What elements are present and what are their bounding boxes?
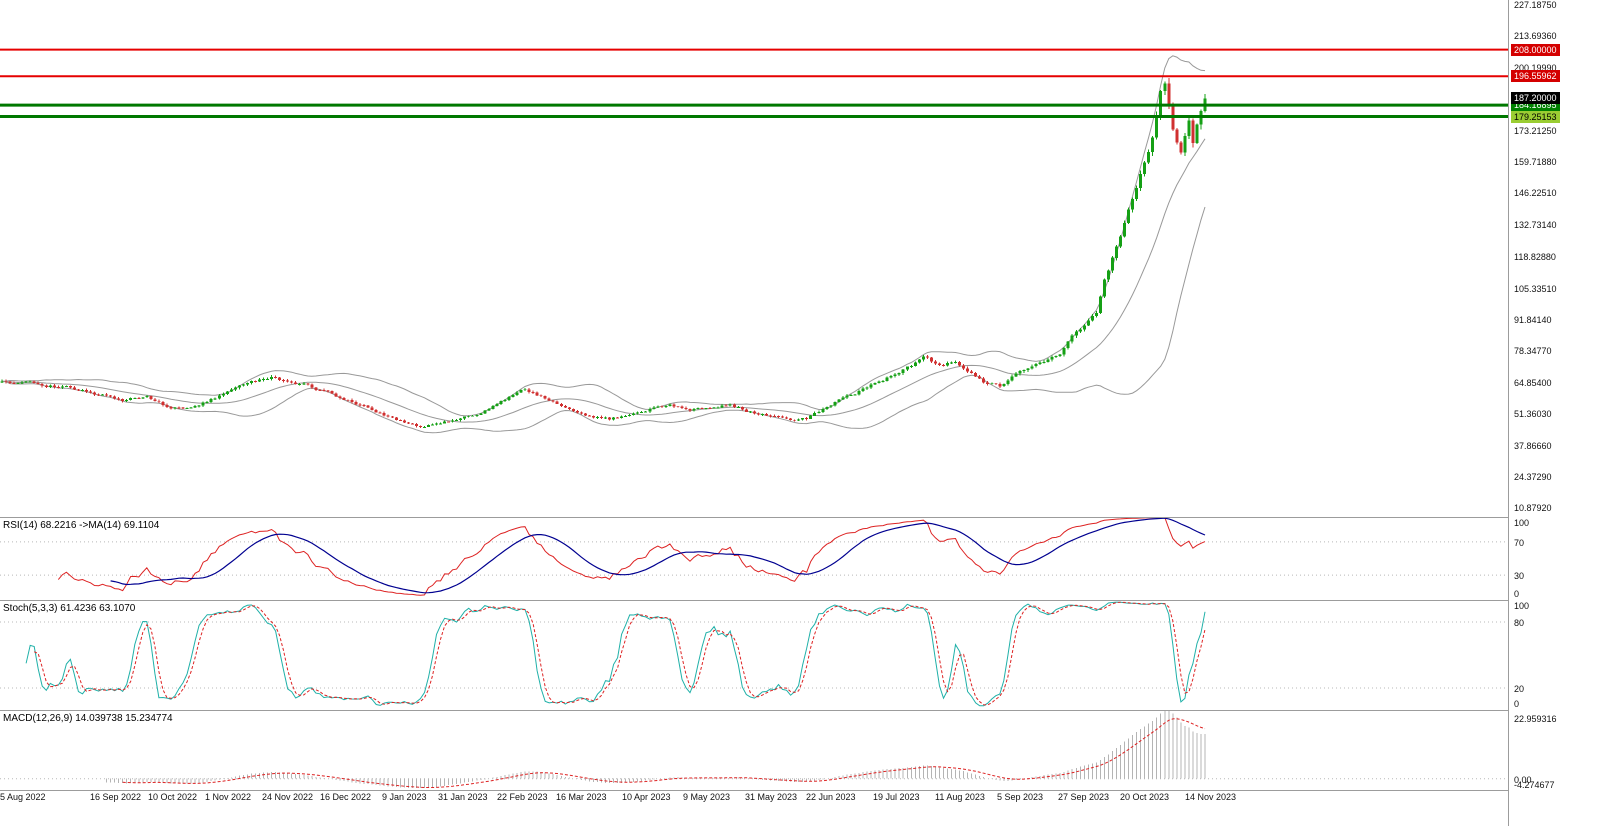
bollinger-bands	[1, 55, 1206, 434]
date-label: 10 Oct 2022	[148, 792, 198, 802]
rsi-scale-label: 30	[1514, 571, 1525, 581]
price-tick-label: 91.84140	[1514, 315, 1552, 325]
date-label: 5 Sep 2023	[997, 792, 1044, 802]
rsi-level-lines	[0, 541, 1508, 576]
rsi-lines	[57, 517, 1206, 596]
price-tick-label: 159.71880	[1514, 157, 1557, 167]
price-scale-separator	[1508, 0, 1509, 826]
date-label: 10 Apr 2023	[622, 792, 671, 802]
current-price-badge: 187.20000	[1511, 92, 1560, 104]
rsi-scale-label: 100	[1514, 518, 1530, 528]
date-label: 11 Aug 2023	[935, 792, 985, 802]
date-label: 16 Dec 2022	[320, 792, 372, 802]
price-tick-label: 10.87920	[1514, 503, 1552, 513]
macd-histogram	[106, 710, 1206, 789]
time-axis-separator	[0, 790, 1600, 791]
date-label: 31 May 2023	[745, 792, 798, 802]
rsi-scale-label: 70	[1514, 538, 1525, 548]
date-label: 24 Nov 2022	[262, 792, 314, 802]
date-label: 31 Jan 2023	[438, 792, 488, 802]
date-label: 22 Feb 2023	[497, 792, 548, 802]
stoch-lines	[25, 601, 1206, 707]
price-tick-label: 173.21250	[1514, 126, 1557, 136]
stoch-level-lines	[0, 621, 1508, 689]
macd-scale-label: 0.00	[1514, 775, 1532, 785]
price-level-badge: 208.00000	[1511, 44, 1560, 56]
date-label: 9 May 2023	[683, 792, 731, 802]
price-tick-label: 200.19990	[1514, 63, 1557, 73]
price-tick-label: 132.73140	[1514, 220, 1557, 230]
price-scale[interactable]: 227.18750 213.69360 200.19990 173.21250 159.…	[1509, 0, 1600, 826]
macd-signal-line	[122, 718, 1206, 788]
price-tick-label: 64.85400	[1514, 378, 1552, 388]
date-label: 16 Sep 2022	[90, 792, 142, 802]
price-tick-label: 213.69360	[1514, 31, 1557, 41]
macd-indicator-label: MACD(12,26,9) 14.039738 15.234774	[3, 713, 173, 724]
price-tick-label: 118.82880	[1514, 252, 1556, 262]
date-label: 1 Nov 2022	[205, 792, 252, 802]
stoch-indicator-label: Stoch(5,3,3) 61.4236 63.1070	[3, 603, 136, 614]
stoch-scale-label: 100	[1514, 601, 1530, 611]
rsi-scale-label: 0	[1514, 589, 1520, 599]
rsi-indicator-label: RSI(14) 68.2216 ->MA(14) 69.1104	[3, 520, 160, 531]
price-tick-label: 78.34770	[1514, 346, 1552, 356]
price-tick-label: 227.18750	[1514, 0, 1557, 10]
date-label: 27 Sep 2023	[1058, 792, 1110, 802]
time-axis[interactable]: 5 Aug 2022 16 Sep 2022 10 Oct 2022 1 Nov 20…	[0, 792, 1508, 808]
price-tick-label: 146.22510	[1514, 188, 1557, 198]
pane-separator-stoch[interactable]	[0, 600, 1600, 601]
chart-plot-area[interactable]	[0, 0, 1508, 826]
pane-separator-rsi[interactable]	[0, 517, 1600, 518]
price-level-badge: 196.55962	[1511, 70, 1560, 82]
stoch-scale-label: 0	[1514, 699, 1520, 709]
macd-scale-label: 22.959316	[1514, 714, 1557, 724]
price-tick-label: 24.37290	[1514, 472, 1552, 482]
horizontal-level-lines[interactable]	[0, 48, 1508, 118]
date-label: 14 Nov 2023	[1185, 792, 1237, 802]
date-label: 5 Aug 2022	[0, 792, 46, 802]
date-label: 16 Mar 2023	[556, 792, 607, 802]
stoch-scale-label: 80	[1514, 618, 1525, 628]
date-label: 22 Jun 2023	[806, 792, 856, 802]
date-label: 19 Jul 2023	[873, 792, 920, 802]
pane-separator-macd[interactable]	[0, 710, 1600, 711]
date-label: 20 Oct 2023	[1120, 792, 1170, 802]
price-tick-label: 37.86660	[1514, 441, 1552, 451]
price-tick-label: 51.36030	[1514, 409, 1552, 419]
macd-scale-label: -4.274677	[1514, 780, 1555, 790]
candlestick-series[interactable]	[0, 78, 1207, 429]
price-tick-label: 105.33510	[1514, 284, 1557, 294]
date-label: 9 Jan 2023	[382, 792, 427, 802]
price-level-badge: 179.25153	[1511, 111, 1560, 123]
stoch-scale-label: 20	[1514, 684, 1525, 694]
